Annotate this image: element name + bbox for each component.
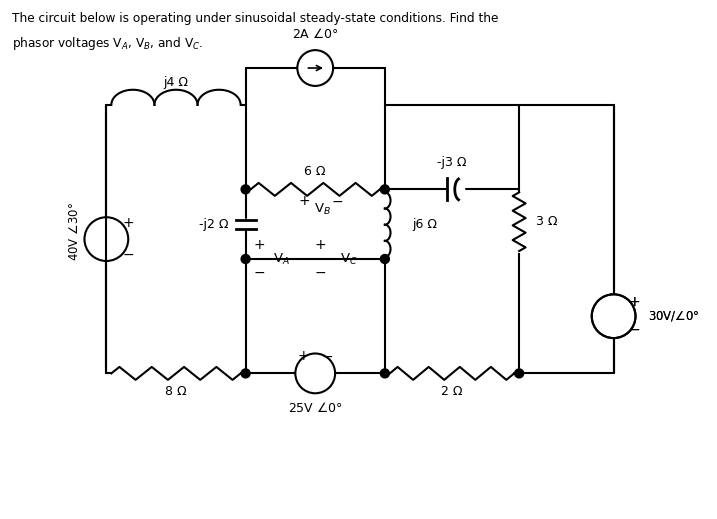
Text: −: − xyxy=(123,248,134,262)
Text: -j2 Ω: -j2 Ω xyxy=(199,217,229,230)
Circle shape xyxy=(381,185,389,194)
Text: +: + xyxy=(314,238,326,252)
Text: 6 Ω: 6 Ω xyxy=(305,165,326,178)
Text: 40V $\angle$30°: 40V $\angle$30° xyxy=(68,202,81,261)
Text: The circuit below is operating under sinusoidal steady-state conditions. Find th: The circuit below is operating under sin… xyxy=(12,12,498,25)
Text: -j3 Ω: -j3 Ω xyxy=(437,157,467,170)
Text: 8 Ω: 8 Ω xyxy=(165,385,187,398)
Circle shape xyxy=(241,185,250,194)
Text: −: − xyxy=(629,323,640,337)
Text: +: + xyxy=(298,349,309,363)
Text: j4 Ω: j4 Ω xyxy=(163,76,189,89)
Text: −: − xyxy=(254,266,265,280)
Text: +: + xyxy=(123,216,134,230)
Circle shape xyxy=(241,369,250,378)
Text: 30V/$\angle$0°: 30V/$\angle$0° xyxy=(648,309,700,323)
Circle shape xyxy=(515,369,523,378)
Text: +: + xyxy=(629,295,640,309)
Circle shape xyxy=(381,254,389,264)
Text: V$_B$: V$_B$ xyxy=(314,202,331,217)
Text: 30V/$\angle$0°: 30V/$\angle$0° xyxy=(648,309,700,323)
Circle shape xyxy=(381,369,389,378)
Text: −: − xyxy=(331,194,343,208)
Text: −: − xyxy=(321,349,333,363)
Text: −: − xyxy=(629,323,640,337)
Text: 3 Ω: 3 Ω xyxy=(536,215,558,228)
Text: phasor voltages V$_A$, V$_B$, and V$_C$.: phasor voltages V$_A$, V$_B$, and V$_C$. xyxy=(12,35,203,52)
Text: +: + xyxy=(299,194,310,208)
Text: +: + xyxy=(254,238,265,252)
Text: V$_A$: V$_A$ xyxy=(273,251,290,267)
Text: V$_C$: V$_C$ xyxy=(340,251,358,267)
Text: j6 Ω: j6 Ω xyxy=(413,218,437,231)
Text: +: + xyxy=(629,295,640,309)
Text: 25V $\angle$0°: 25V $\angle$0° xyxy=(288,401,343,415)
Text: 2A $\angle$0°: 2A $\angle$0° xyxy=(292,27,338,41)
Text: −: − xyxy=(314,266,326,280)
Text: 2 Ω: 2 Ω xyxy=(441,385,462,398)
Circle shape xyxy=(241,254,250,264)
